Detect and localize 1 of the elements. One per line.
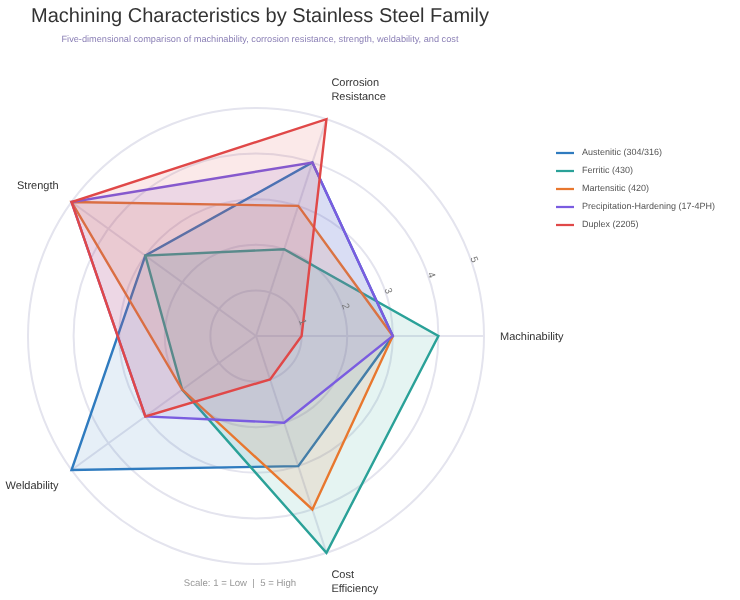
- chart-title: Machining Characteristics by Stainless Steel Family: [29, 6, 491, 28]
